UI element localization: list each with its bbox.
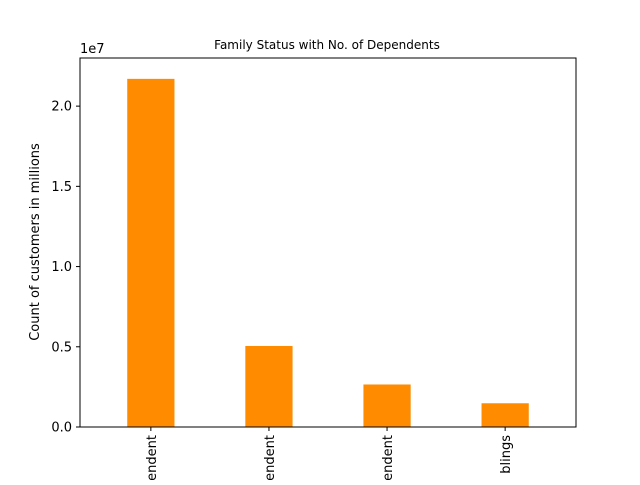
- y-tick-label: 1.5: [51, 180, 72, 195]
- bar-3: [481, 403, 529, 427]
- bar-0: [127, 78, 175, 428]
- bar-1: [245, 345, 293, 427]
- y-tick-label: 2.0: [51, 100, 72, 115]
- x-axis-ticks: dependent dependent dependent blings: [145, 427, 514, 485]
- y-axis-label: Count of customers in millions: [28, 143, 43, 341]
- x-tick-label: dependent: [263, 435, 278, 480]
- x-tick-label: dependent: [381, 435, 396, 480]
- y-tick-label: 0.0: [51, 421, 72, 436]
- chart-title: Family Status with No. of Dependents: [214, 38, 440, 52]
- y-tick-label: 1.0: [51, 260, 72, 275]
- y-tick-label: 0.5: [51, 340, 72, 355]
- x-tick-label: dependent: [145, 435, 160, 480]
- bar-2: [363, 384, 411, 427]
- y-axis-ticks: 0.0 0.5 1.0 1.5 2.0: [51, 100, 80, 436]
- x-tick-label: blings: [499, 435, 514, 474]
- y-axis-offset-label: 1e7: [80, 42, 105, 57]
- plot-frame: [79, 57, 577, 428]
- bar-group: [127, 78, 529, 428]
